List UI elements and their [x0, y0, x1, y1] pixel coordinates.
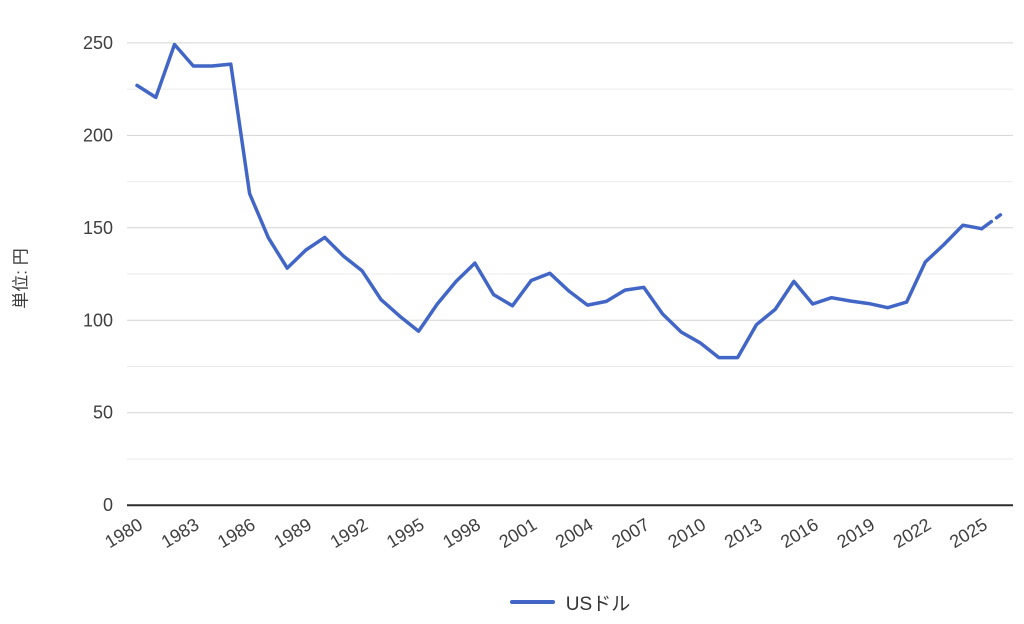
x-axis-tick-label: 1998: [439, 514, 484, 552]
x-axis-tick-label: 2019: [833, 514, 878, 552]
series-line-usd: [135, 42, 984, 360]
y-axis-tick-label: 150: [83, 218, 113, 238]
legend: USドル: [58, 589, 1024, 615]
x-axis-tick-label: 2004: [552, 514, 597, 552]
x-axis-tick-label: 2010: [665, 514, 710, 552]
x-axis-tick-label: 1995: [383, 514, 428, 552]
x-axis-tick-label: 1983: [158, 514, 203, 552]
y-axis-tick-label: 100: [83, 310, 113, 330]
y-axis-tick-label: 250: [83, 33, 113, 53]
x-axis-tick-label: 2025: [946, 514, 991, 552]
y-axis-tick-label: 200: [83, 125, 113, 145]
x-axis-tick-label: 2022: [890, 514, 935, 552]
x-axis-tick-label: 1989: [270, 514, 315, 552]
x-axis-tick-label: 2016: [777, 514, 822, 552]
y-axis-tick-label: 50: [93, 403, 113, 423]
legend-line-swatch-icon: [509, 600, 555, 604]
x-axis-tick-label: 2013: [721, 514, 766, 552]
x-axis-tick-label: 1980: [101, 514, 146, 552]
y-axis-tick-label: 0: [103, 495, 113, 515]
x-axis-tick-label: 1986: [214, 514, 259, 552]
x-axis-tick-label: 1992: [327, 514, 372, 552]
x-axis-tick-label: 2007: [608, 514, 653, 552]
legend-series-label: USドル: [565, 593, 631, 615]
x-axis-tick-label: 2001: [496, 514, 541, 552]
series-line-usd-forecast-segment: [979, 213, 1003, 231]
